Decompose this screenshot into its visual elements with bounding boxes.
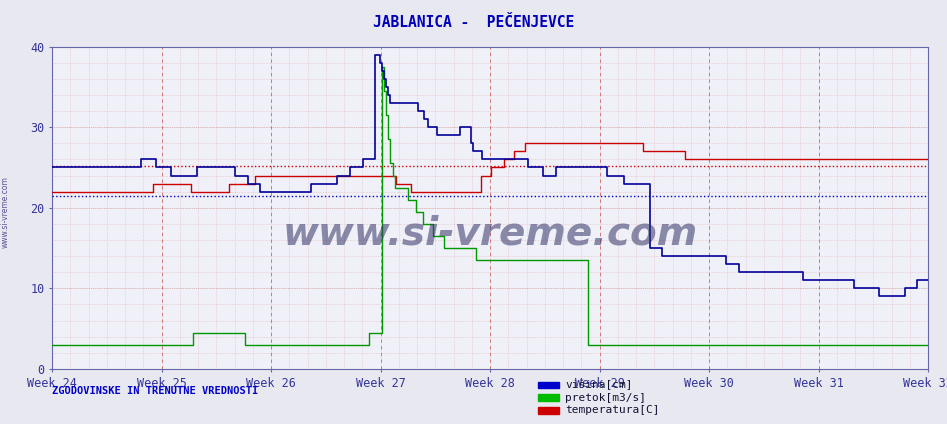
Text: www.si-vreme.com: www.si-vreme.com <box>0 176 9 248</box>
Text: pretok[m3/s]: pretok[m3/s] <box>565 393 647 403</box>
Text: www.si-vreme.com: www.si-vreme.com <box>282 215 698 253</box>
Text: ZGODOVINSKE IN TRENUTNE VREDNOSTI: ZGODOVINSKE IN TRENUTNE VREDNOSTI <box>52 386 259 396</box>
Text: JABLANICA -  PEČENJEVCE: JABLANICA - PEČENJEVCE <box>373 15 574 30</box>
Text: višina[cm]: višina[cm] <box>565 380 633 390</box>
Text: temperatura[C]: temperatura[C] <box>565 405 660 416</box>
